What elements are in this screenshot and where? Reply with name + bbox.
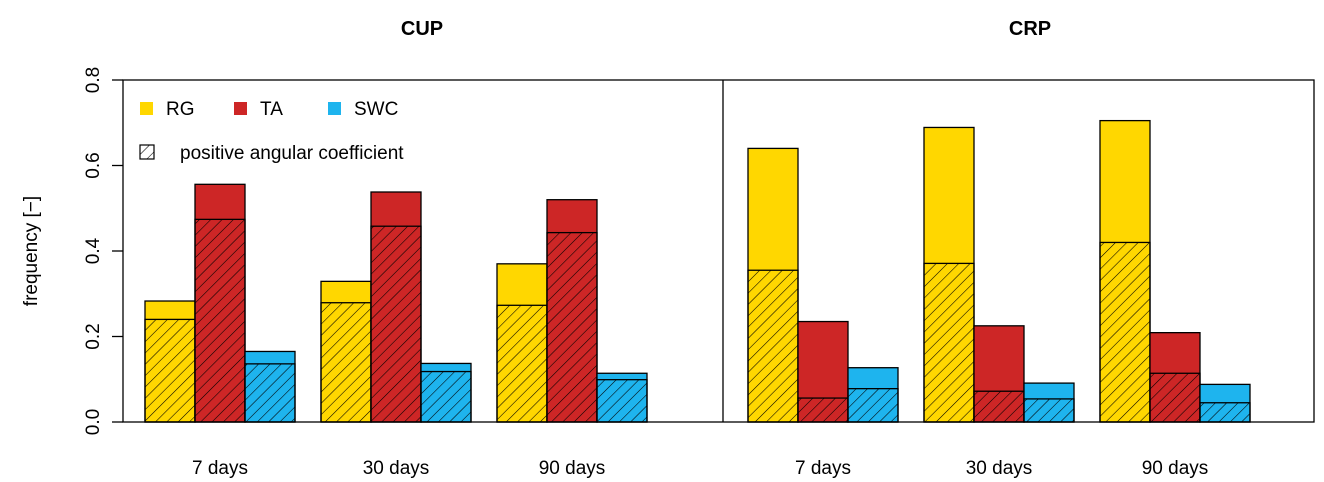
bar-positive-crp-swc-1 bbox=[1023, 398, 1075, 423]
bar-positive-cup-ta-2 bbox=[546, 231, 598, 423]
category-label: 7 days bbox=[192, 458, 248, 479]
bar-positive-crp-ta-1 bbox=[973, 390, 1025, 423]
bar-positive-crp-rg-1 bbox=[923, 262, 975, 423]
y-tick-label: 0.2 bbox=[83, 323, 104, 349]
legend-label-swc: SWC bbox=[354, 99, 398, 120]
bar-positive-crp-ta-2 bbox=[1149, 372, 1201, 423]
legend: RG TA SWC positive angular coefficient bbox=[139, 99, 404, 164]
legend-label-rg: RG bbox=[166, 99, 195, 120]
y-tick-label: 0.8 bbox=[83, 67, 104, 93]
bar-positive-cup-rg-2 bbox=[496, 304, 548, 423]
bar-positive-crp-rg-2 bbox=[1099, 241, 1151, 423]
legend-swatch-swc bbox=[328, 102, 341, 115]
bar-positive-crp-swc-0 bbox=[847, 388, 899, 423]
category-label: 30 days bbox=[966, 458, 1033, 479]
bars-layer bbox=[144, 119, 1251, 423]
bar-positive-crp-swc-2 bbox=[1199, 402, 1251, 423]
frame-layer bbox=[112, 79, 1315, 423]
y-tick-label: 0.6 bbox=[83, 152, 104, 178]
category-label: 90 days bbox=[539, 458, 606, 479]
bar-positive-cup-swc-1 bbox=[420, 370, 472, 423]
bar-positive-cup-swc-0 bbox=[244, 363, 296, 423]
category-label: 30 days bbox=[363, 458, 430, 479]
legend-swatch-rg bbox=[140, 102, 153, 115]
bar-positive-cup-swc-2 bbox=[596, 379, 648, 423]
legend-hatch-label: positive angular coefficient bbox=[180, 143, 404, 164]
legend-label-ta: TA bbox=[260, 99, 283, 120]
y-tick-label: 0.4 bbox=[83, 237, 104, 264]
text-layer: 7 days 30 days 90 days CUP 7 days 30 days 90 d… bbox=[21, 18, 1208, 479]
category-label: 7 days bbox=[795, 458, 851, 479]
category-label: 90 days bbox=[1142, 458, 1209, 479]
bar-positive-cup-ta-1 bbox=[370, 225, 422, 423]
bar-positive-crp-rg-0 bbox=[747, 269, 799, 423]
bar-positive-cup-ta-0 bbox=[194, 218, 246, 423]
panel-title: CUP bbox=[401, 18, 443, 40]
legend-swatch-ta bbox=[234, 102, 247, 115]
panel-title: CRP bbox=[1009, 18, 1051, 40]
bar-positive-cup-rg-0 bbox=[144, 318, 196, 423]
y-tick-label: 0.0 bbox=[83, 409, 104, 435]
legend-hatch-swatch bbox=[139, 144, 155, 160]
bar-positive-cup-rg-1 bbox=[320, 302, 372, 423]
bar-positive-crp-ta-0 bbox=[797, 397, 849, 423]
y-axis-label: frequency [−] bbox=[21, 196, 42, 306]
